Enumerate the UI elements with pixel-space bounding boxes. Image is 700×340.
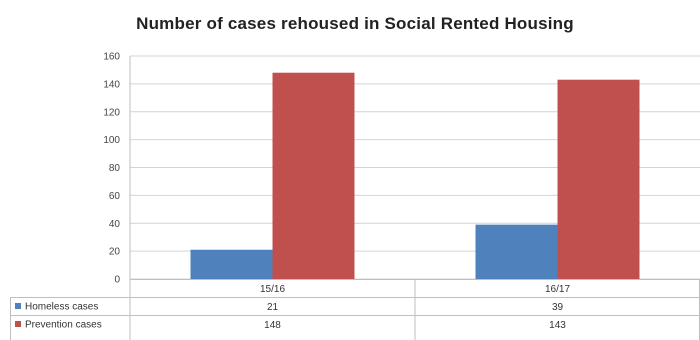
y-tick-label: 140	[103, 79, 120, 90]
y-tick-label: 160	[103, 52, 120, 63]
x-category-label: 16/17	[545, 284, 570, 295]
table-value: 39	[552, 302, 564, 313]
table-value: 21	[267, 302, 279, 313]
table-value: 143	[549, 320, 566, 331]
y-tick-label: 80	[109, 163, 121, 174]
y-tick-label: 0	[114, 275, 120, 286]
legend-label: Homeless cases	[25, 302, 98, 313]
bar-homeless-cases-16-17	[475, 224, 558, 279]
table-value: 148	[264, 320, 281, 331]
chart-title: Number of cases rehoused in Social Rente…	[136, 14, 574, 33]
x-category-label: 15/16	[260, 284, 285, 295]
y-tick-label: 100	[103, 135, 120, 146]
bar-prevention-cases-15-16	[272, 72, 355, 279]
bars	[190, 72, 640, 279]
y-tick-label: 120	[103, 107, 120, 118]
bar-homeless-cases-15-16	[190, 249, 273, 279]
bar-prevention-cases-16-17	[557, 79, 640, 279]
y-axis-ticks: 0 20 40 60 80 100 120 140 160	[103, 52, 120, 286]
y-tick-label: 40	[109, 219, 121, 230]
legend-key	[15, 321, 21, 327]
legend-key	[15, 303, 21, 309]
data-table: 15/16 16/17 Homeless cases 21 39 Prevention c…	[10, 279, 700, 340]
y-tick-label: 60	[109, 191, 121, 202]
y-tick-label: 20	[109, 247, 121, 258]
legend-label: Prevention cases	[25, 320, 102, 331]
